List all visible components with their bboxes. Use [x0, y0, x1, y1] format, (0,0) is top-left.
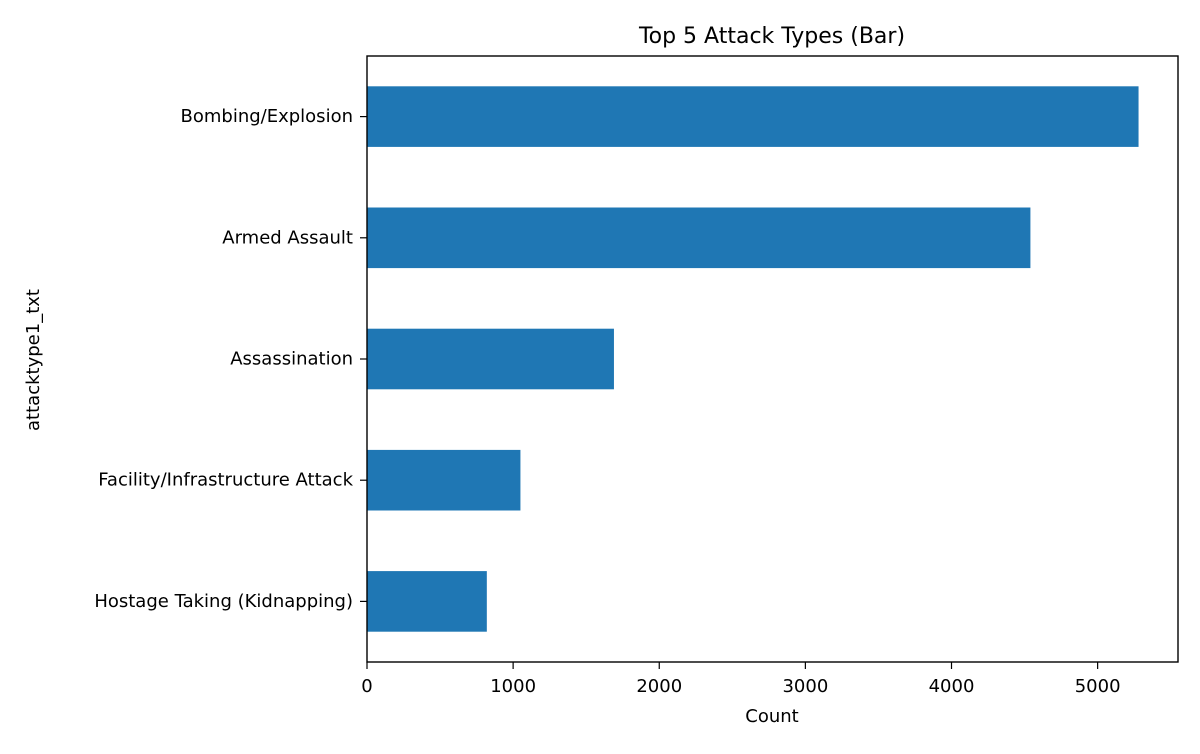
y-tick-label: Assassination: [230, 349, 353, 370]
x-tick-label: 1000: [490, 676, 536, 697]
x-tick-label: 5000: [1075, 676, 1121, 697]
y-tick-label: Bombing/Explosion: [181, 106, 354, 127]
x-tick-label: 2000: [636, 676, 682, 697]
y-axis-label: attacktype1_txt: [23, 289, 44, 431]
bars-layer: [367, 86, 1139, 632]
x-tick-label: 0: [361, 676, 372, 697]
y-tick-label: Facility/Infrastructure Attack: [98, 470, 353, 491]
y-ticks-layer: Bombing/Explosion Armed Assault Assassinat…: [94, 106, 367, 612]
bar: [367, 449, 521, 511]
bar: [367, 571, 487, 632]
chart-title: Top 5 Attack Types (Bar): [638, 24, 905, 49]
bar: [367, 207, 1031, 269]
bar: [367, 86, 1139, 147]
x-ticks-layer: 0 1000 2000 3000 4000 5000: [361, 662, 1121, 697]
x-axis-label: Count: [745, 706, 798, 727]
y-tick-label: Hostage Taking (Kidnapping): [94, 591, 353, 612]
plot-frame: [366, 55, 1179, 663]
y-tick-label: Armed Assault: [222, 227, 353, 248]
x-tick-label: 4000: [929, 676, 975, 697]
bar: [367, 328, 614, 390]
x-tick-label: 3000: [782, 676, 828, 697]
